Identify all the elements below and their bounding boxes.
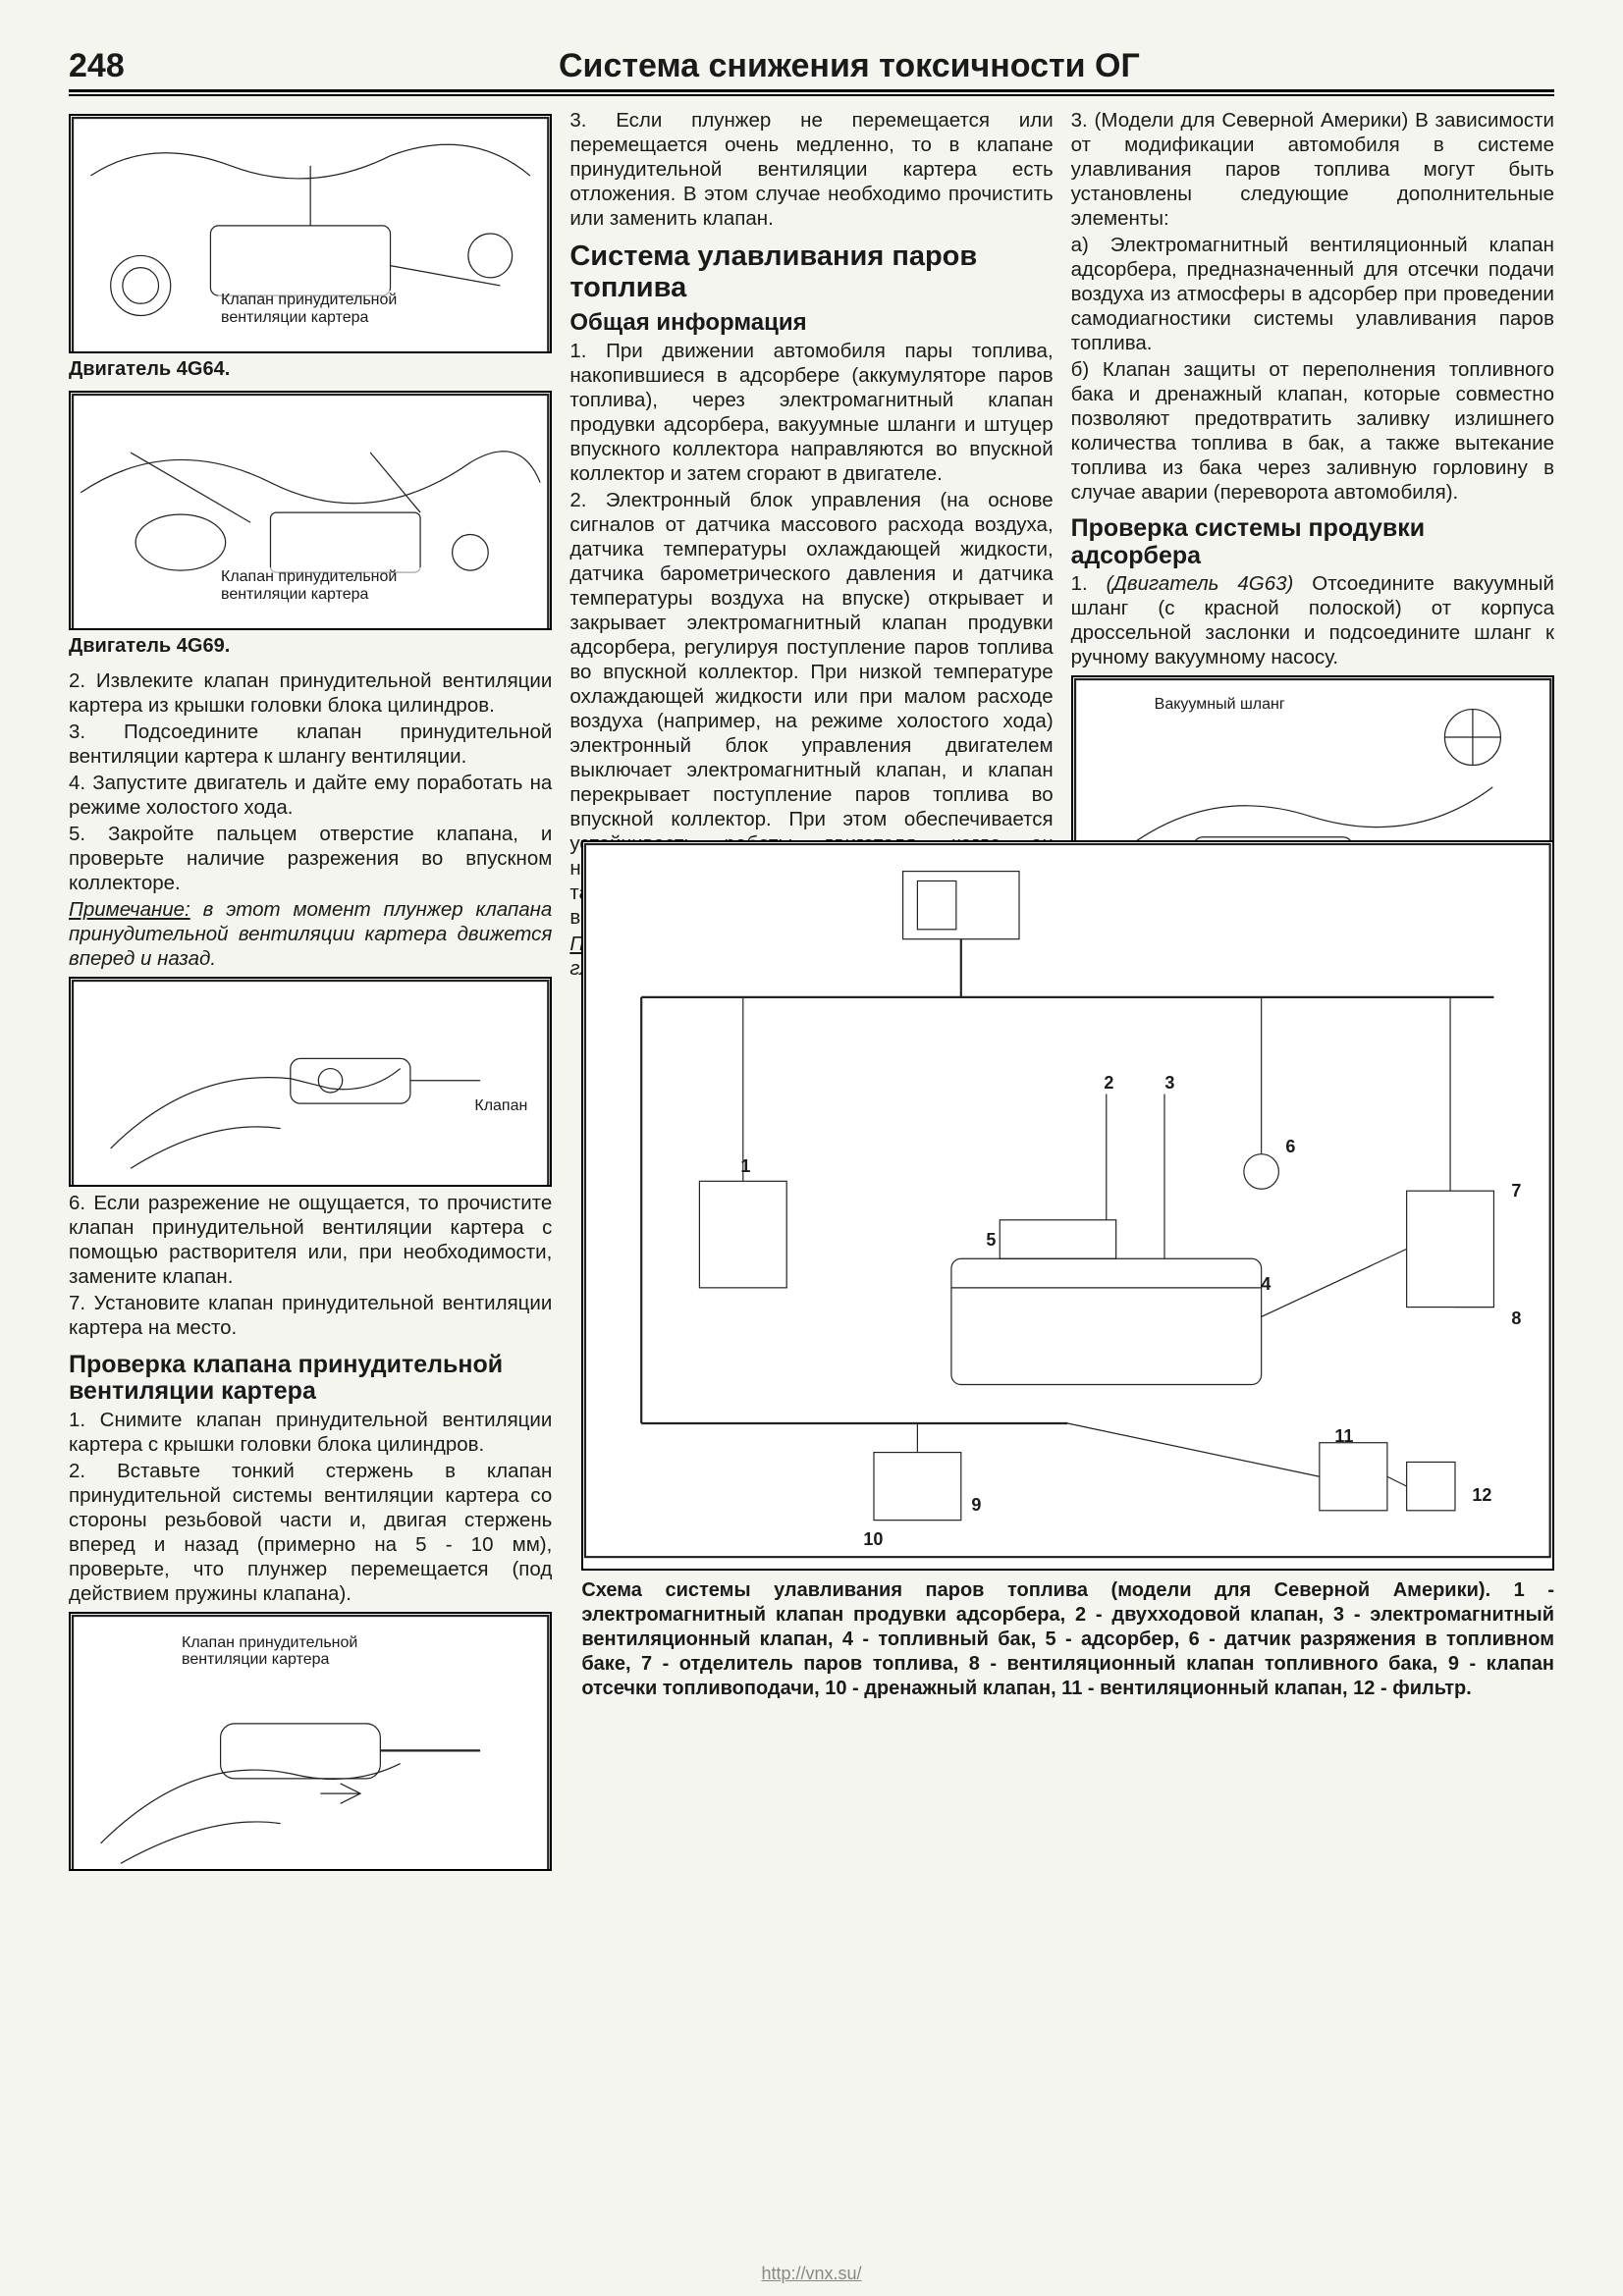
body-text: б) Клапан защиты от переполнения топливн…: [1071, 357, 1554, 505]
figure-label: Клапан принудительной вентиляции картера: [179, 1633, 420, 1670]
page: 248 Система снижения токсичности ОГ Клап…: [0, 0, 1623, 2296]
schematic-num-4: 4: [1261, 1274, 1271, 1295]
body-text-part: 3. (Модели для Северной Америки) В завис…: [1071, 109, 1554, 230]
schematic-icon: [583, 842, 1552, 1559]
heading-check-purge: Проверка системы продувки адсорбера: [1071, 514, 1554, 569]
figure-evap-schematic: 1 2 3 4 5 6 7 8 9 10 11 12: [581, 840, 1554, 1571]
body-text: 3. (Модели для Северной Америки) В завис…: [1071, 108, 1554, 231]
body-text: 1. (Двигатель 4G63) Отсоедините вакуумны…: [1071, 571, 1554, 669]
schematic-num-11: 11: [1334, 1426, 1353, 1447]
figure-caption: Двигатель 4G64.: [69, 357, 552, 381]
note-label: Примечание:: [69, 898, 190, 921]
page-header: 248 Система снижения токсичности ОГ: [69, 47, 1554, 92]
schematic-num-9: 9: [971, 1495, 981, 1516]
schematic-num-7: 7: [1511, 1181, 1521, 1201]
figure-valve-finger: Клапан: [69, 977, 552, 1187]
step-num: 1.: [1071, 572, 1107, 595]
schematic-num-8: 8: [1511, 1308, 1521, 1329]
schematic-num-3: 3: [1164, 1073, 1174, 1094]
schematic-num-2: 2: [1104, 1073, 1113, 1094]
figure-engine-4g69: Клапан принудительной вентиляции картера: [69, 391, 552, 630]
body-text: 3. Если плунжер не перемещается или пере…: [569, 108, 1053, 231]
page-number: 248: [69, 47, 125, 85]
schematic-num-1: 1: [740, 1156, 750, 1177]
figure-engine-4g64: Клапан принудительной вентиляции картера: [69, 114, 552, 353]
footer-link[interactable]: http://vnx.su/: [0, 2264, 1623, 2284]
column-1: Клапан принудительной вентиляции картера…: [69, 108, 552, 1875]
note-text: Примечание: в этот момент плунжер клапан…: [69, 897, 552, 971]
body-text: 7. Установите клапан принудительной вент…: [69, 1291, 552, 1340]
schematic-num-6: 6: [1285, 1137, 1295, 1157]
heading-evap-system: Система улавливания паров топлива: [569, 240, 1053, 304]
heading-check-valve: Проверка клапана принудительной вентиляц…: [69, 1352, 552, 1406]
figure-valve-rod: Клапан принудительной вентиляции картера: [69, 1612, 552, 1871]
schematic-caption: Схема системы улавливания паров топлива …: [581, 1578, 1554, 1701]
body-text: 1. Снимите клапан принудительной вентиля…: [69, 1408, 552, 1457]
figure-label: Клапан принудительной вентиляции картера: [218, 567, 450, 604]
body-text: 4. Запустите двигатель и дайте ему пораб…: [69, 771, 552, 820]
header-rule: [69, 94, 1554, 96]
body-text: 2. Извлеките клапан принудительной венти…: [69, 668, 552, 718]
heading-general-info: Общая информация: [569, 308, 1053, 337]
page-title: Система снижения токсичности ОГ: [144, 47, 1554, 85]
model-note: (Двигатель 4G63): [1107, 572, 1294, 595]
valve-sketch-icon: [71, 979, 550, 1187]
body-text: 6. Если разрежение не ощущается, то проч…: [69, 1191, 552, 1289]
schematic-num-5: 5: [986, 1230, 996, 1251]
figure-label: Вакуумный шланг: [1152, 695, 1288, 715]
figure-caption: Двигатель 4G69.: [69, 634, 552, 658]
body-text: 3. Подсоедините клапан принудительной ве…: [69, 720, 552, 769]
figure-label: Клапан принудительной вентиляции картера: [218, 291, 450, 327]
body-text: 5. Закройте пальцем отверстие клапана, и…: [69, 822, 552, 895]
body-text: а) Электромагнитный вентиляционный клапа…: [1071, 233, 1554, 355]
body-text: 2. Вставьте тонкий стержень в клапан при…: [69, 1459, 552, 1606]
schematic-num-12: 12: [1472, 1485, 1491, 1506]
figure-label: Клапан: [471, 1096, 530, 1116]
schematic-num-10: 10: [863, 1529, 883, 1550]
body-text: 1. При движении автомобиля пары топлива,…: [569, 339, 1053, 486]
